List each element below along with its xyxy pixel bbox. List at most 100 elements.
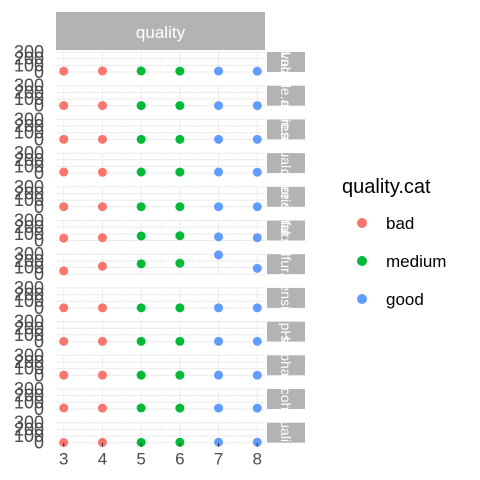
legend-label-medium: medium (386, 252, 446, 271)
data-point (175, 231, 185, 241)
y-tick-label: 200 (14, 217, 44, 237)
facet-strip-top-label: quality (136, 23, 186, 42)
data-point (252, 437, 262, 447)
y-tick-label: 100 (14, 291, 44, 311)
data-point (252, 263, 262, 273)
y-tick-label: 300 (14, 312, 44, 332)
y-tick-label: 100 (14, 325, 44, 345)
data-point (214, 232, 224, 242)
facet-strip-right (267, 321, 305, 342)
data-point (97, 336, 107, 346)
data-point (97, 202, 107, 212)
legend: quality.cat bad medium good (342, 176, 446, 309)
facet-strip-right (267, 287, 305, 308)
y-tick-label: 200 (14, 49, 44, 69)
data-point (214, 66, 224, 76)
data-point (97, 403, 107, 413)
data-point (59, 370, 69, 380)
facet-strip-right (267, 254, 305, 275)
y-tick-label: 100 (14, 89, 44, 109)
data-point (175, 370, 185, 380)
y-tick-label: 300 (14, 109, 44, 129)
facet-strip-right (267, 220, 305, 241)
data-point (97, 303, 107, 313)
x-tick-label: 8 (253, 450, 262, 469)
y-tick-label: 100 (14, 190, 44, 210)
facet-strip-top: quality (56, 12, 265, 50)
facet-strip-right (267, 153, 305, 174)
data-point (59, 134, 69, 144)
data-point (136, 303, 146, 313)
data-point (214, 370, 224, 380)
data-point (59, 202, 69, 212)
facet-strip-label-fixed.acidity: fixed.acidity (278, 25, 294, 98)
y-tick-label: 200 (14, 352, 44, 372)
y-tick-label: 0 (34, 365, 44, 385)
y-tick-label: 200 (14, 285, 44, 305)
data-point (59, 167, 69, 177)
y-tick-label: 0 (34, 264, 44, 284)
data-point (175, 66, 185, 76)
data-point (136, 231, 146, 241)
y-tick-label: 0 (34, 298, 44, 318)
y-tick-label: 0 (34, 332, 44, 352)
y-tick-label: 200 (14, 116, 44, 136)
y-tick-label: 0 (34, 129, 44, 149)
data-point (136, 202, 146, 212)
facet-strip-label-density: density (278, 276, 294, 320)
y-tick-label: 300 (14, 211, 44, 231)
y-tick-label: 200 (14, 386, 44, 406)
y-tick-label: 0 (34, 399, 44, 419)
data-point (136, 403, 146, 413)
y-tick-label: 300 (14, 244, 44, 264)
y-tick-label: 200 (14, 82, 44, 102)
y-tick-label: 300 (14, 76, 44, 96)
y-tick-label: 100 (14, 224, 44, 244)
y-tick-label: 200 (14, 419, 44, 439)
legend-key-good (357, 294, 367, 304)
y-tick-label: 100 (14, 258, 44, 278)
y-tick-label: 300 (14, 177, 44, 197)
legend-title: quality.cat (342, 176, 431, 198)
facet-strip-right (267, 52, 305, 72)
x-tick-label: 4 (98, 450, 107, 469)
data-point (59, 403, 69, 413)
data-point (214, 134, 224, 144)
data-point (175, 101, 185, 111)
facet-strip-right (267, 119, 305, 140)
data-point (214, 437, 224, 447)
data-point (175, 202, 185, 212)
data-point (252, 303, 262, 313)
facet-strip-right (267, 389, 305, 409)
data-point (59, 101, 69, 111)
data-point (59, 303, 69, 313)
data-point (252, 66, 262, 76)
legend-label-good: good (386, 290, 424, 309)
y-tick-label: 300 (14, 345, 44, 365)
y-tick-label: 100 (14, 426, 44, 446)
facet-strip-right (267, 186, 305, 207)
data-point (97, 261, 107, 271)
data-point (214, 167, 224, 177)
x-axis: 3 4 5 6 7 8 (59, 442, 262, 469)
y-tick-label: 0 (34, 433, 44, 453)
facet-strip-right (267, 355, 305, 376)
y-tick-label: 100 (14, 392, 44, 412)
data-point (252, 403, 262, 413)
data-point (175, 336, 185, 346)
y-tick-label: 200 (14, 251, 44, 271)
y-tick-label: 0 (34, 96, 44, 116)
y-tick-label: 300 (14, 143, 44, 163)
data-point (136, 259, 146, 269)
y-tick-label: 100 (14, 156, 44, 176)
data-point (97, 101, 107, 111)
facet-strip-label-alcohol: alcohol (278, 377, 294, 421)
data-point (136, 437, 146, 447)
